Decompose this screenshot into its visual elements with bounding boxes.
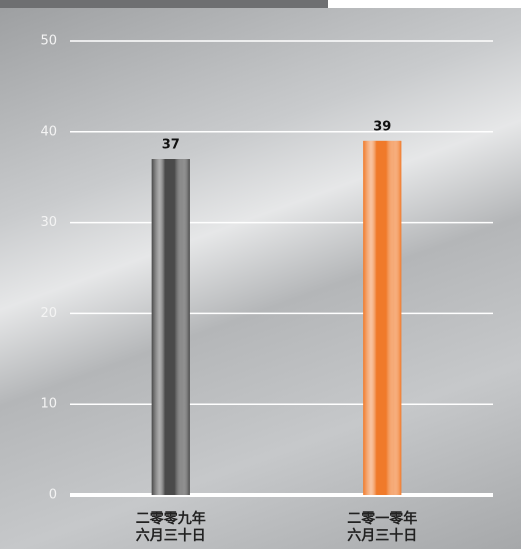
- bar-shine: [363, 140, 402, 495]
- value-label: 39: [373, 119, 391, 134]
- y-tick-label: 30: [40, 215, 57, 230]
- y-tick-label: 50: [40, 34, 57, 49]
- value-label: 37: [162, 138, 180, 153]
- x-tick-label: 二零零九年 六月三十日: [135, 511, 206, 544]
- top-strip: [0, 0, 328, 8]
- bar-shine: [151, 159, 190, 496]
- top-strip-right: [328, 0, 521, 8]
- y-tick-label: 40: [40, 124, 57, 139]
- x-tick-label: 二零一零年 六月三十日: [347, 511, 418, 544]
- y-tick-label: 10: [40, 397, 57, 412]
- y-tick-label: 20: [40, 306, 57, 321]
- y-tick-label: 0: [49, 488, 57, 503]
